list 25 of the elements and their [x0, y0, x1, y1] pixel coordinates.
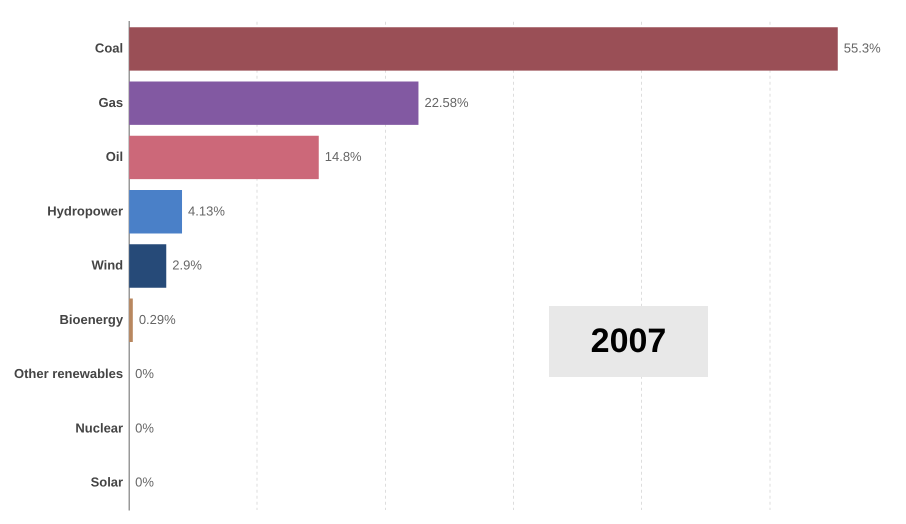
- y-tick-label: Coal: [94, 40, 124, 56]
- data-label: 2.9%: [172, 258, 202, 273]
- data-label: 14.8%: [324, 149, 362, 164]
- data-label: 0%: [135, 420, 154, 436]
- annotation: 2007: [549, 306, 708, 377]
- y-tick-label: Oil: [106, 149, 124, 164]
- y-tick-label: Gas: [98, 94, 124, 110]
- y-tick-label: Hydropower: [47, 203, 124, 218]
- data-label: 0%: [135, 366, 154, 382]
- data-label: 0.29%: [138, 312, 176, 327]
- y-tick-label: Wind: [91, 258, 124, 273]
- bar: [129, 298, 133, 342]
- y-tick-label: Nuclear: [75, 420, 124, 436]
- y-tick-label: Solar: [90, 474, 124, 490]
- bar: [129, 81, 418, 125]
- data-label: 55.3%: [844, 40, 882, 56]
- bar: [129, 244, 166, 288]
- bar: [129, 136, 319, 180]
- bar: [129, 27, 838, 71]
- data-label: 22.58%: [424, 94, 469, 110]
- data-label: 0%: [135, 474, 154, 490]
- data-label: 4.13%: [188, 203, 226, 218]
- bar: [129, 190, 182, 234]
- y-tick-label: Bioenergy: [60, 312, 124, 327]
- y-tick-label: Other renewables: [14, 366, 124, 382]
